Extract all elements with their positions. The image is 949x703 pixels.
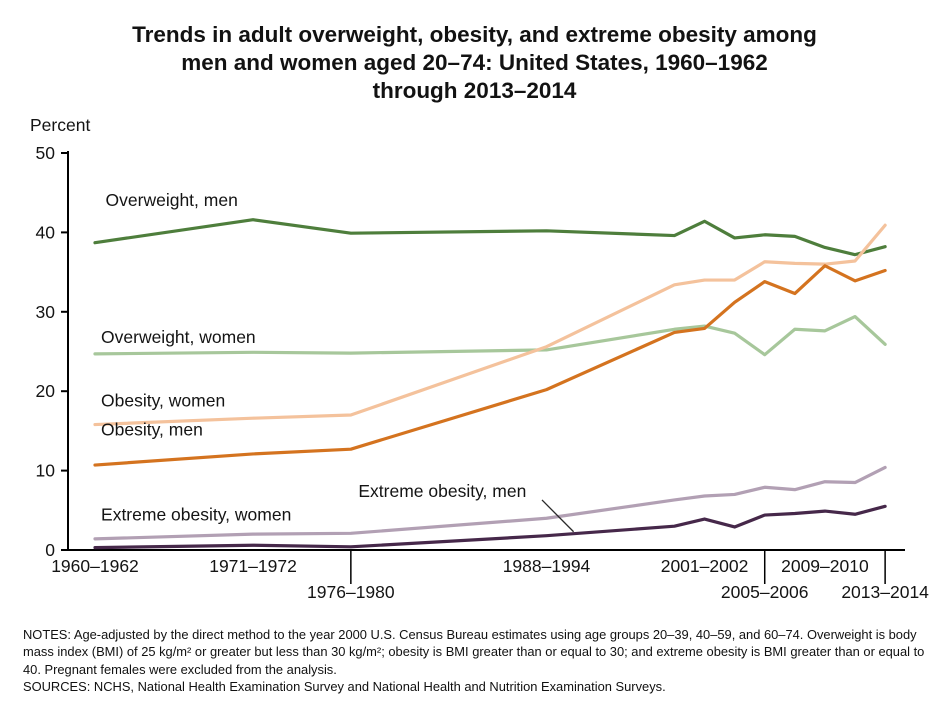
label-leader-line: [541, 499, 575, 533]
x-tick-label: 2005–2006: [721, 582, 809, 602]
series-label-extreme-obesity-women: Extreme obesity, women: [101, 505, 291, 525]
x-tick-label: 2001–2002: [661, 556, 749, 576]
x-tick-label: 2009–2010: [781, 556, 869, 576]
y-tick-label: 40: [36, 222, 56, 242]
series-label-obesity-men: Obesity, men: [101, 420, 203, 440]
series-label-overweight-men: Overweight, men: [106, 190, 238, 210]
chart-title: Trends in adult overweight, obesity, and…: [0, 21, 949, 105]
series-label-extreme-obesity-men: Extreme obesity, men: [358, 481, 526, 501]
notes-text: NOTES: Age-adjusted by the direct method…: [23, 627, 925, 677]
series-line-obesity-men: [93, 264, 887, 467]
x-tick-label: 1971–1972: [209, 556, 297, 576]
y-tick-label: 10: [36, 461, 56, 481]
series-line-obesity-women: [93, 223, 887, 427]
y-tick-label: 30: [36, 302, 56, 322]
series-label-obesity-women: Obesity, women: [101, 390, 225, 410]
x-tick-label: 2013–2014: [841, 582, 929, 602]
trend-line-chart: Percent 0 10 20 30 40 50 1960–1962 1971–1972 1976…: [30, 115, 929, 602]
y-tick-label: 20: [36, 381, 56, 401]
y-tick-label: 50: [36, 143, 56, 163]
series-line-extreme-obesity-men: [93, 504, 887, 550]
chart-title-line-2: men and women aged 20–74: United States,…: [181, 50, 768, 75]
figure-footnotes: NOTES: Age-adjusted by the direct method…: [23, 626, 929, 696]
x-tick-label: 1988–1994: [503, 556, 591, 576]
chart-title-line-3: through 2013–2014: [372, 78, 577, 103]
x-tick-label: 1976–1980: [307, 582, 395, 602]
series-line-overweight-men: [93, 218, 887, 257]
y-tick-label: 0: [45, 540, 55, 560]
series-line-extreme-obesity-women: [93, 465, 887, 541]
series-label-overweight-women: Overweight, women: [101, 327, 256, 347]
series-line-overweight-women: [93, 314, 887, 357]
chart-title-line-1: Trends in adult overweight, obesity, and…: [132, 22, 817, 47]
y-axis-title: Percent: [30, 115, 90, 135]
sources-text: SOURCES: NCHS, National Health Examinati…: [23, 679, 666, 695]
x-tick-label: 1960–1962: [51, 556, 139, 576]
